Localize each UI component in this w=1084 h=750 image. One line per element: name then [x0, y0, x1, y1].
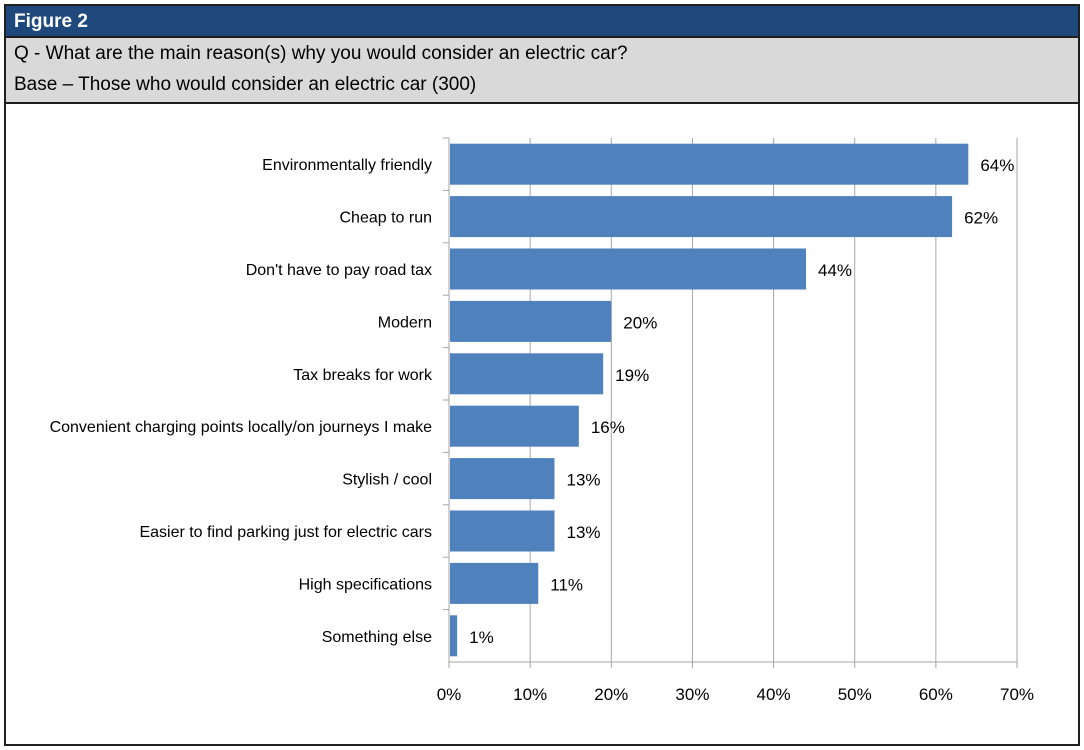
category-label: Stylish / cool [342, 472, 432, 489]
data-label: 62% [964, 209, 998, 228]
data-label: 16% [591, 418, 625, 437]
category-label: Something else [322, 629, 432, 646]
figure-frame: Figure 2 Q - What are the main reason(s)… [4, 4, 1080, 746]
category-label: Convenient charging points locally/on jo… [50, 419, 433, 436]
bar [450, 300, 612, 342]
data-label: 44% [818, 261, 852, 280]
bar [450, 458, 555, 500]
data-label: 1% [469, 628, 494, 647]
category-label: Environmentally friendly [262, 157, 432, 174]
category-label: Cheap to run [339, 210, 432, 227]
x-tick-label: 50% [838, 685, 872, 704]
x-tick-label: 70% [1000, 685, 1034, 704]
data-label: 19% [615, 366, 649, 385]
bar [450, 143, 969, 185]
figure-title: Figure 2 [6, 6, 1078, 38]
category-label: Tax breaks for work [293, 367, 433, 384]
bar [450, 562, 539, 604]
base-text: Base – Those who would consider an elect… [14, 74, 477, 95]
category-label: High specifications [299, 576, 432, 593]
bar [450, 353, 604, 395]
bar [450, 510, 555, 552]
bar [450, 615, 458, 657]
bar [450, 405, 579, 447]
data-label: 11% [550, 575, 583, 594]
x-tick-label: 60% [919, 685, 953, 704]
x-tick-label: 30% [675, 685, 709, 704]
x-tick-label: 10% [513, 685, 547, 704]
data-label: 13% [566, 471, 600, 490]
data-label: 20% [623, 313, 657, 332]
category-label: Modern [378, 314, 432, 331]
x-tick-label: 40% [757, 685, 791, 704]
x-tick-label: 20% [594, 685, 628, 704]
question-box: Q - What are the main reason(s) why you … [6, 38, 1078, 104]
bar [450, 248, 807, 290]
bar [450, 196, 953, 238]
data-label: 13% [566, 523, 600, 542]
question-text: Q - What are the main reason(s) why you … [14, 43, 628, 64]
data-label: 64% [980, 156, 1014, 175]
category-label: Easier to find parking just for electric… [139, 524, 432, 541]
x-tick-label: 0% [437, 685, 462, 704]
category-label: Don't have to pay road tax [246, 262, 432, 279]
